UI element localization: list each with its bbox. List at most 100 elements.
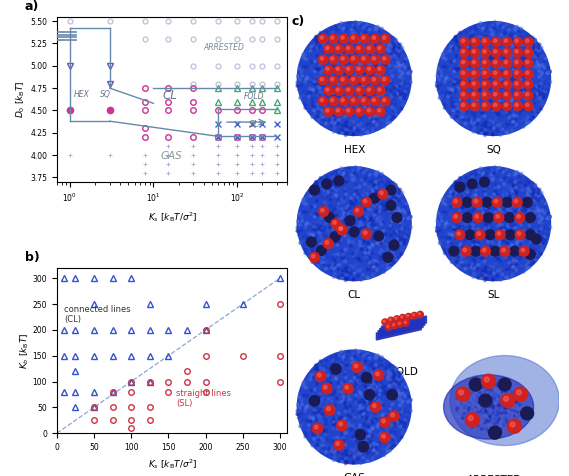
Circle shape	[539, 51, 542, 54]
Circle shape	[328, 65, 331, 68]
Circle shape	[321, 207, 324, 209]
Circle shape	[490, 389, 492, 391]
Circle shape	[461, 60, 465, 64]
Circle shape	[365, 70, 368, 73]
Circle shape	[345, 45, 354, 54]
Circle shape	[331, 220, 333, 223]
Circle shape	[494, 213, 504, 222]
Circle shape	[459, 238, 461, 241]
Circle shape	[491, 406, 493, 408]
Circle shape	[494, 250, 497, 252]
Circle shape	[380, 107, 382, 109]
Circle shape	[514, 26, 517, 29]
Circle shape	[483, 234, 486, 237]
Circle shape	[466, 393, 468, 396]
Circle shape	[475, 234, 477, 236]
Circle shape	[484, 190, 486, 193]
Circle shape	[354, 401, 357, 404]
Circle shape	[354, 395, 357, 397]
Circle shape	[370, 201, 373, 204]
Circle shape	[534, 38, 537, 41]
Circle shape	[534, 211, 537, 214]
Circle shape	[319, 76, 321, 78]
Circle shape	[509, 64, 512, 67]
Circle shape	[488, 406, 490, 408]
Circle shape	[452, 188, 455, 191]
Circle shape	[549, 70, 551, 72]
Circle shape	[526, 35, 529, 38]
Circle shape	[376, 444, 378, 446]
Circle shape	[465, 410, 468, 412]
Circle shape	[333, 424, 336, 426]
Circle shape	[357, 269, 359, 272]
Circle shape	[481, 428, 483, 430]
Circle shape	[529, 66, 532, 69]
Circle shape	[512, 120, 514, 123]
Circle shape	[481, 178, 484, 181]
Circle shape	[508, 106, 510, 109]
Circle shape	[370, 70, 373, 73]
Circle shape	[306, 404, 309, 407]
Circle shape	[526, 39, 529, 42]
Circle shape	[493, 395, 496, 397]
Circle shape	[341, 88, 343, 90]
Circle shape	[460, 112, 463, 115]
Circle shape	[357, 258, 360, 260]
Circle shape	[379, 112, 382, 115]
Circle shape	[348, 394, 351, 396]
Circle shape	[491, 178, 494, 180]
Circle shape	[494, 187, 497, 189]
Circle shape	[320, 418, 323, 420]
Circle shape	[435, 227, 438, 229]
Circle shape	[491, 32, 494, 35]
Circle shape	[504, 405, 506, 407]
Circle shape	[508, 418, 510, 420]
Circle shape	[298, 416, 300, 419]
Circle shape	[313, 228, 315, 231]
Circle shape	[329, 60, 332, 62]
Circle shape	[376, 27, 379, 30]
Circle shape	[510, 268, 513, 271]
Circle shape	[479, 196, 482, 198]
Circle shape	[321, 116, 324, 119]
Circle shape	[345, 122, 348, 125]
Circle shape	[296, 81, 299, 84]
Circle shape	[438, 219, 440, 221]
Circle shape	[467, 85, 469, 88]
Circle shape	[383, 252, 393, 262]
Circle shape	[533, 242, 536, 245]
Circle shape	[484, 410, 486, 412]
Circle shape	[477, 171, 480, 173]
Circle shape	[317, 89, 320, 92]
Circle shape	[376, 97, 378, 99]
Circle shape	[491, 202, 494, 205]
Circle shape	[337, 57, 340, 60]
Circle shape	[462, 416, 465, 419]
Circle shape	[367, 388, 370, 391]
Circle shape	[464, 268, 467, 270]
Circle shape	[498, 21, 501, 24]
Circle shape	[364, 231, 367, 234]
Circle shape	[306, 76, 309, 79]
Circle shape	[317, 443, 319, 446]
Circle shape	[453, 60, 455, 62]
Circle shape	[397, 421, 399, 424]
Circle shape	[483, 176, 485, 178]
Circle shape	[298, 74, 301, 76]
Circle shape	[494, 166, 496, 169]
Circle shape	[500, 248, 503, 250]
Circle shape	[505, 230, 515, 239]
Circle shape	[391, 380, 393, 383]
Circle shape	[480, 409, 482, 412]
Circle shape	[489, 119, 492, 122]
Circle shape	[465, 268, 468, 270]
Circle shape	[519, 108, 522, 110]
Circle shape	[509, 234, 512, 236]
Circle shape	[321, 214, 323, 217]
Circle shape	[368, 80, 370, 83]
Circle shape	[382, 91, 385, 94]
Circle shape	[399, 50, 402, 53]
Circle shape	[502, 411, 505, 414]
Circle shape	[380, 218, 382, 221]
Circle shape	[390, 211, 393, 214]
